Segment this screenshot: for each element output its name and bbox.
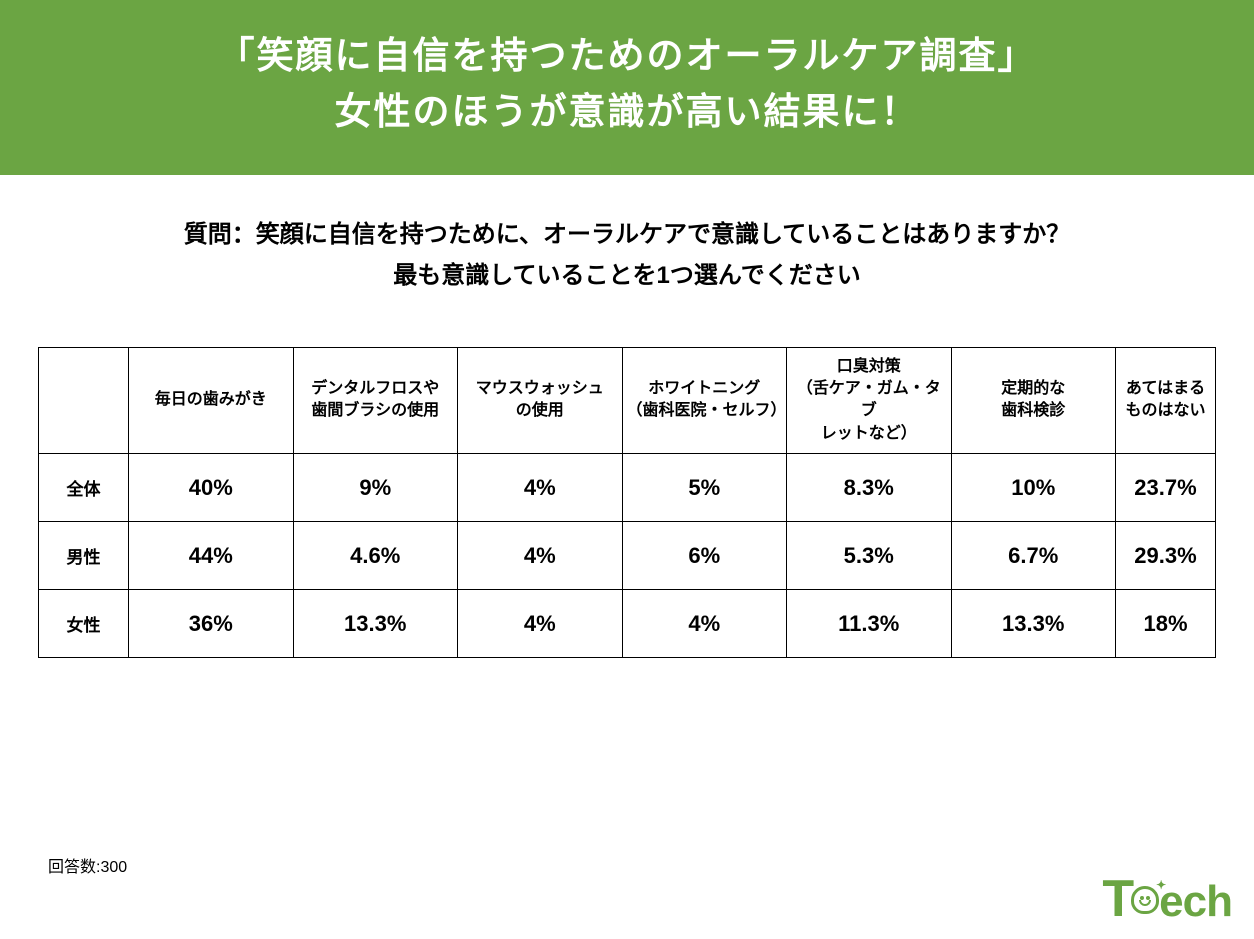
logo-face-icon: ✦ (1131, 886, 1161, 916)
data-cell: 44% (129, 522, 294, 590)
data-cell: 18% (1116, 590, 1216, 658)
data-cell: 10% (951, 454, 1116, 522)
data-cell: 13.3% (951, 590, 1116, 658)
data-cell: 13.3% (293, 590, 458, 658)
page-title: 「笑顔に自信を持つためのオーラルケア調査」 女性のほうが意識が高い結果に！ (20, 28, 1234, 139)
col-header-breath: 口臭対策 （舌ケア・ガム・タブ レットなど） (787, 347, 952, 454)
response-count: 回答数:300 (48, 853, 127, 877)
col-header-floss: デンタルフロスや 歯間ブラシの使用 (293, 347, 458, 454)
table-corner-cell (39, 347, 129, 454)
data-cell: 11.3% (787, 590, 952, 658)
col-header-whitening: ホワイトニング （歯科医院・セルフ） (622, 347, 787, 454)
col-header-mouthwash: マウスウォッシュ の使用 (458, 347, 623, 454)
data-cell: 6% (622, 522, 787, 590)
data-cell: 4.6% (293, 522, 458, 590)
data-cell: 4% (458, 590, 623, 658)
data-cell: 40% (129, 454, 294, 522)
face-icon (1131, 886, 1159, 914)
table-header-row: 毎日の歯みがき デンタルフロスや 歯間ブラシの使用 マウスウォッシュ の使用 ホ… (39, 347, 1216, 454)
question-line-1: 質問：笑顔に自信を持つために、オーラルケアで意識していることはありますか？ (184, 221, 1071, 248)
question-line-2: 最も意識していることを1つ選んでください (393, 262, 860, 289)
data-cell: 4% (622, 590, 787, 658)
table-row: 女性 36% 13.3% 4% 4% 11.3% 13.3% 18% (39, 590, 1216, 658)
logo-letters-rest: ech (1159, 877, 1232, 927)
logo-letter-t: T (1102, 869, 1133, 929)
data-cell: 8.3% (787, 454, 952, 522)
col-header-checkup: 定期的な 歯科検診 (951, 347, 1116, 454)
title-line-1: 「笑顔に自信を持つためのオーラルケア調査」 (218, 35, 1037, 76)
data-cell: 36% (129, 590, 294, 658)
data-cell: 6.7% (951, 522, 1116, 590)
data-cell: 5.3% (787, 522, 952, 590)
brand-logo: T ✦ ech (1102, 869, 1232, 929)
question-text: 質問：笑顔に自信を持つために、オーラルケアで意識していることはありますか？ 最も… (40, 215, 1214, 297)
table-row: 全体 40% 9% 4% 5% 8.3% 10% 23.7% (39, 454, 1216, 522)
header-banner: 「笑顔に自信を持つためのオーラルケア調査」 女性のほうが意識が高い結果に！ (0, 0, 1254, 175)
data-cell: 4% (458, 454, 623, 522)
question-section: 質問：笑顔に自信を持つために、オーラルケアで意識していることはありますか？ 最も… (0, 175, 1254, 317)
data-cell: 9% (293, 454, 458, 522)
data-cell: 29.3% (1116, 522, 1216, 590)
row-label-female: 女性 (39, 590, 129, 658)
data-cell: 5% (622, 454, 787, 522)
data-cell: 23.7% (1116, 454, 1216, 522)
survey-table-container: 毎日の歯みがき デンタルフロスや 歯間ブラシの使用 マウスウォッシュ の使用 ホ… (0, 317, 1254, 659)
survey-table: 毎日の歯みがき デンタルフロスや 歯間ブラシの使用 マウスウォッシュ の使用 ホ… (38, 347, 1216, 659)
row-label-total: 全体 (39, 454, 129, 522)
table-row: 男性 44% 4.6% 4% 6% 5.3% 6.7% 29.3% (39, 522, 1216, 590)
col-header-none: あてはまる ものはない (1116, 347, 1216, 454)
row-label-male: 男性 (39, 522, 129, 590)
sparkle-icon: ✦ (1156, 878, 1165, 892)
col-header-brushing: 毎日の歯みがき (129, 347, 294, 454)
title-line-2: 女性のほうが意識が高い結果に！ (335, 91, 920, 132)
data-cell: 4% (458, 522, 623, 590)
